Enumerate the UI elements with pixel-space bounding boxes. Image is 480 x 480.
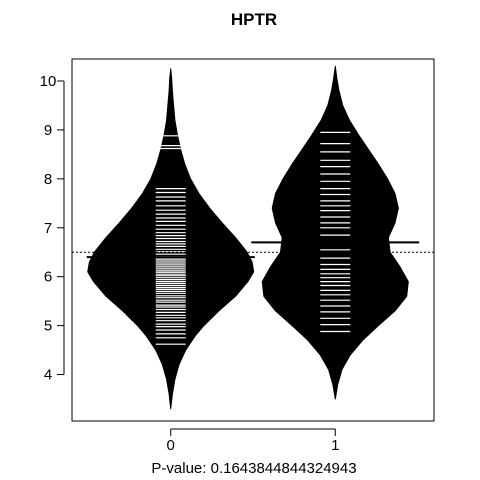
- y-tick-label: 7: [44, 220, 52, 237]
- x-axis-label: P-value: 0.1643844844324943: [151, 460, 356, 477]
- x-tick-label: 1: [331, 437, 339, 454]
- chart-title: HPTR: [231, 10, 277, 29]
- plot-frame: [71, 58, 435, 422]
- y-tick-label: 9: [44, 122, 52, 139]
- y-tick-label: 10: [40, 73, 57, 90]
- y-tick-label: 6: [44, 269, 52, 286]
- y-tick-label: 5: [44, 318, 52, 335]
- x-tick-label: 0: [167, 437, 175, 454]
- y-tick-label: 4: [44, 367, 52, 384]
- bean-1: [261, 65, 409, 400]
- y-tick-label: 8: [44, 171, 52, 188]
- axes: 4 5 6 7 8 9 10 0 1: [40, 73, 340, 454]
- plot-area: [72, 65, 434, 410]
